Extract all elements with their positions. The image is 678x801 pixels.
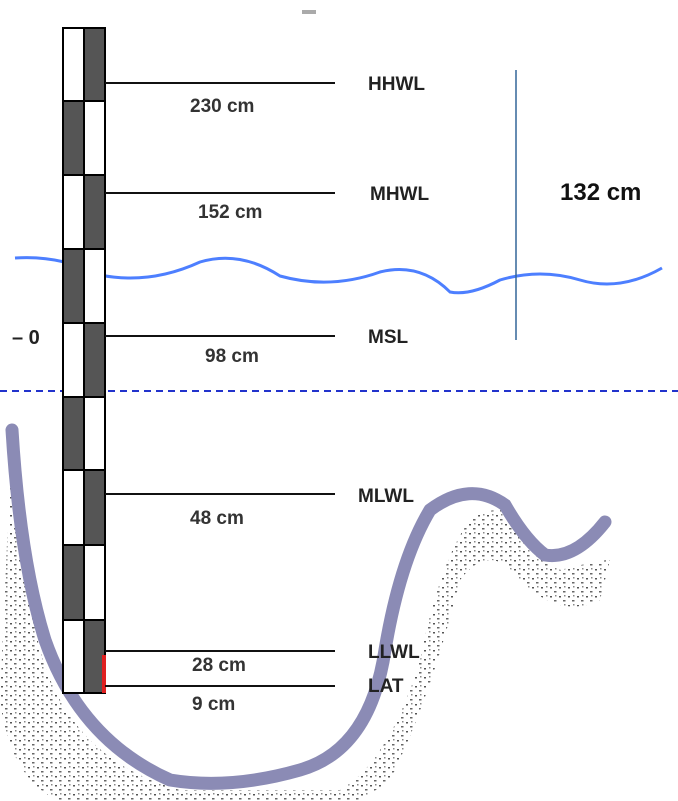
level-name: LLWL [368, 642, 420, 663]
range-label: 132 cm [560, 179, 641, 206]
staff-cell [63, 545, 84, 620]
level-height: 9 cm [192, 694, 235, 715]
top-mark [302, 10, 316, 14]
staff-cell [63, 101, 84, 175]
zero-label: – 0 [12, 327, 40, 349]
level-name: MHWL [370, 184, 429, 205]
staff-cell [63, 28, 84, 101]
level-height: 28 cm [192, 655, 246, 676]
level-height: 230 cm [190, 96, 254, 117]
level-name: LAT [368, 676, 404, 697]
staff-cell [84, 397, 105, 470]
staff-cell [84, 101, 105, 175]
level-name: MSL [368, 327, 409, 348]
staff-cell [84, 545, 105, 620]
tide-diagram: 132 cm – 0 HHWL 230 cm MHWL 152 cm MSL 98 cm M… [0, 0, 678, 801]
level-name: MLWL [358, 486, 414, 507]
staff-cell [63, 620, 84, 693]
lat-marker [102, 655, 106, 693]
level-height: 48 cm [190, 508, 244, 529]
staff-cell [84, 470, 105, 545]
staff-cell [63, 470, 84, 545]
staff-cell [63, 323, 84, 397]
staff-cell [84, 175, 105, 249]
tide-staff [63, 28, 105, 693]
staff-cell [84, 249, 105, 323]
staff-cell [84, 323, 105, 397]
water-surface [15, 258, 662, 293]
level-height: 152 cm [198, 202, 262, 223]
staff-cell [84, 620, 105, 693]
staff-cell [63, 175, 84, 249]
level-name: HHWL [368, 74, 425, 95]
staff-cell [63, 249, 84, 323]
level-height: 98 cm [205, 346, 259, 367]
staff-cell [84, 28, 105, 101]
staff-cell [63, 397, 84, 470]
